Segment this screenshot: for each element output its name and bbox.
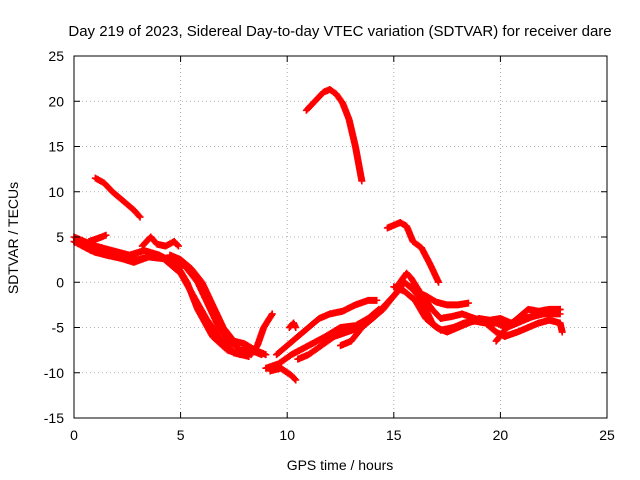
y-tick-label: 0	[56, 274, 64, 290]
x-tick-label: 20	[493, 427, 509, 443]
series-marks	[285, 319, 300, 331]
x-tick-label: 10	[279, 427, 295, 443]
series-sat-3	[74, 239, 253, 360]
x-tick-label: 5	[177, 427, 185, 443]
series-sat-5	[138, 233, 182, 250]
series-marks	[383, 219, 443, 286]
grid-lines	[74, 56, 607, 418]
y-tick-label: 10	[48, 184, 64, 200]
series-sat-11	[266, 364, 300, 384]
series-marks	[138, 233, 182, 250]
x-axis-label: GPS time / hours	[287, 457, 394, 473]
data-series	[70, 85, 566, 384]
y-tick-label: 15	[48, 139, 64, 155]
series-sat-17	[407, 283, 566, 341]
series-sat-7	[91, 174, 144, 221]
series-sat-18	[492, 305, 564, 345]
series-marks	[407, 283, 566, 341]
series-sat-20	[383, 219, 443, 286]
y-tick-label: -5	[52, 320, 65, 336]
series-marks	[247, 310, 276, 359]
series-marks	[85, 231, 110, 246]
y-tick-label: 20	[48, 93, 64, 109]
series-marks	[273, 296, 381, 359]
series-sat-6	[85, 231, 110, 246]
y-axis-label: SDTVAR / TECUs	[5, 182, 21, 294]
series-sat-12	[285, 319, 300, 331]
x-tick-label: 0	[70, 427, 78, 443]
series-sat-19	[302, 85, 366, 185]
series-marks	[492, 305, 564, 345]
y-tick-label: -15	[44, 410, 64, 426]
y-tick-label: -10	[44, 365, 64, 381]
series-marks	[91, 174, 144, 221]
x-tick-label: 15	[386, 427, 402, 443]
y-tick-label: 5	[56, 229, 64, 245]
chart-title: Day 219 of 2023, Sidereal Day-to-day VTE…	[68, 23, 611, 40]
series-marks	[302, 85, 366, 185]
series-marks	[74, 239, 253, 360]
series-sat-10	[273, 296, 381, 359]
series-sat-8	[247, 310, 276, 359]
y-tick-label: 25	[48, 48, 64, 64]
axis-ticks: 0 5 10 15 20 25 25 20 15 10 5 0 -5 -10 -15	[44, 48, 615, 443]
series-marks	[266, 364, 300, 384]
x-tick-label: 25	[599, 427, 615, 443]
